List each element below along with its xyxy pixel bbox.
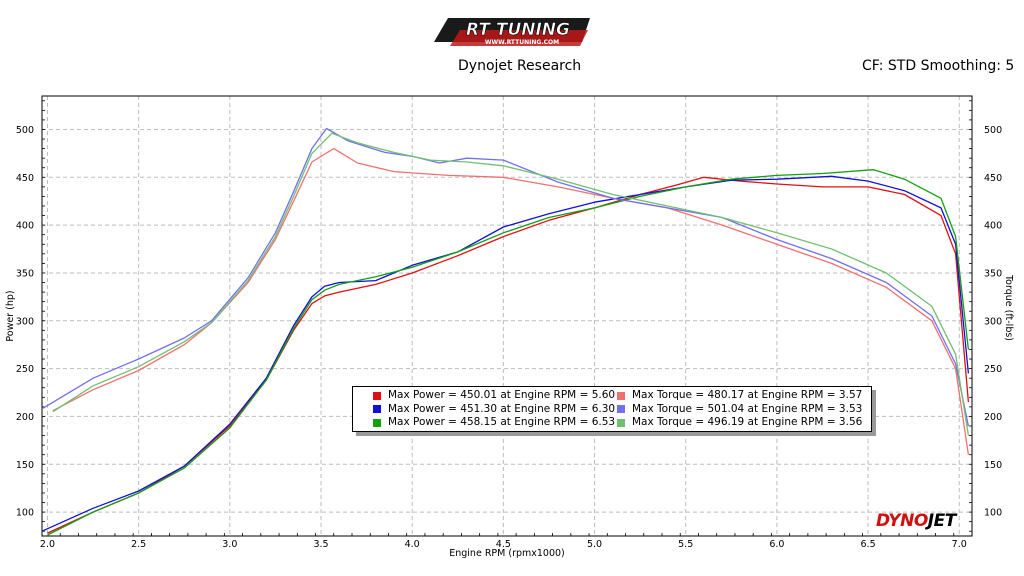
legend-swatch bbox=[617, 391, 625, 400]
torque-series-line bbox=[52, 132, 970, 436]
dynojet-watermark: DYNOJET bbox=[876, 511, 956, 531]
logo-subtext: WWW.RTTUNING.COM bbox=[485, 39, 559, 46]
rt-tuning-logo: RT TUNING WWW.RTTUNING.COM bbox=[434, 18, 590, 46]
grid bbox=[42, 96, 972, 536]
y-tick-label: 350 bbox=[16, 268, 34, 279]
legend-swatch bbox=[373, 405, 381, 414]
x-tick-label: 2.5 bbox=[131, 539, 146, 550]
y-tick-label: 100 bbox=[16, 508, 34, 519]
x-tick-label: 4.0 bbox=[405, 539, 420, 550]
legend-swatch bbox=[373, 391, 381, 400]
legend-item: Max Torque = 496.19 at Engine RPM = 3.56 bbox=[617, 416, 862, 430]
x-axis-label: Engine RPM (rpmx1000) bbox=[449, 548, 565, 559]
legend-item: Max Torque = 501.04 at Engine RPM = 3.53 bbox=[617, 403, 862, 417]
legend-text: Max Torque = 480.17 at Engine RPM = 3.57 bbox=[632, 389, 863, 401]
y-axis-label: Power (hp) bbox=[5, 290, 16, 341]
legend-swatch bbox=[373, 418, 381, 427]
x-tick-label: 5.5 bbox=[678, 539, 693, 550]
y2-tick-label: 350 bbox=[984, 268, 1002, 279]
axis-ticks: 2.0 2.5 3.0 3.5 4.0 4.5 5.0 5.5 6.0 6.5 7.0 100 100 1… bbox=[16, 100, 1002, 550]
y2-tick-label: 100 bbox=[984, 508, 1002, 519]
power-series-line bbox=[47, 176, 970, 534]
x-tick-label: 6.0 bbox=[769, 539, 784, 550]
legend-torque-column: Max Torque = 480.17 at Engine RPM = 3.57… bbox=[617, 389, 862, 430]
y2-tick-label: 400 bbox=[984, 221, 1002, 232]
y-tick-label: 500 bbox=[16, 125, 34, 136]
chart-title: Dynojet Research bbox=[458, 58, 582, 74]
logo-text: RT TUNING bbox=[466, 20, 570, 40]
dynojet-brand-a: DYNO bbox=[876, 511, 928, 531]
y2-tick-label: 300 bbox=[984, 316, 1002, 327]
x-tick-label: 6.5 bbox=[861, 539, 876, 550]
legend-item: Max Power = 451.30 at Engine RPM = 6.30 bbox=[373, 403, 615, 417]
legend-item: Max Power = 458.15 at Engine RPM = 6.53 bbox=[373, 416, 615, 430]
legend-swatch bbox=[617, 418, 625, 427]
y-tick-label: 150 bbox=[16, 460, 34, 471]
legend-power-column: Max Power = 450.01 at Engine RPM = 5.60 … bbox=[373, 389, 615, 430]
logo-accent bbox=[450, 30, 588, 46]
power-series-line bbox=[47, 169, 970, 536]
y2-tick-label: 150 bbox=[984, 460, 1002, 471]
y2-tick-label: 500 bbox=[984, 125, 1002, 136]
x-tick-label: 5.0 bbox=[587, 539, 602, 550]
y2-axis-label: Torque (ft-lbs) bbox=[1003, 274, 1014, 341]
y-tick-label: 450 bbox=[16, 173, 34, 184]
dynojet-brand-b: JET bbox=[927, 511, 957, 531]
x-tick-label: 4.5 bbox=[496, 539, 511, 550]
y2-tick-label: 250 bbox=[984, 364, 1002, 375]
legend-item: Max Torque = 480.17 at Engine RPM = 3.57 bbox=[617, 389, 862, 403]
legend-text: Max Torque = 501.04 at Engine RPM = 3.53 bbox=[632, 402, 863, 415]
legend-swatch bbox=[617, 405, 625, 414]
x-tick-label: 3.5 bbox=[313, 539, 328, 550]
legend-text: Max Power = 450.01 at Engine RPM = 5.60 bbox=[388, 389, 616, 401]
legend: Max Power = 450.01 at Engine RPM = 5.60 … bbox=[352, 386, 872, 432]
legend-text: Max Power = 458.15 at Engine RPM = 6.53 bbox=[388, 416, 616, 428]
y-tick-label: 400 bbox=[16, 221, 34, 232]
y-tick-label: 300 bbox=[16, 316, 34, 327]
x-tick-label: 2.0 bbox=[40, 539, 55, 550]
series-group bbox=[41, 127, 970, 536]
legend-text: Max Power = 451.30 at Engine RPM = 6.30 bbox=[388, 402, 616, 415]
legend-item: Max Power = 450.01 at Engine RPM = 5.60 bbox=[373, 389, 615, 403]
y2-tick-label: 450 bbox=[984, 173, 1002, 184]
power-series-line bbox=[41, 175, 970, 532]
correction-info: CF: STD Smoothing: 5 bbox=[862, 58, 1015, 74]
y2-tick-label: 200 bbox=[984, 412, 1002, 423]
plot-frame bbox=[41, 95, 973, 537]
x-tick-label: 3.0 bbox=[222, 539, 237, 550]
y-tick-label: 200 bbox=[16, 412, 34, 423]
y-tick-label: 250 bbox=[16, 364, 34, 375]
x-tick-label: 7.0 bbox=[952, 539, 967, 550]
legend-text: Max Torque = 496.19 at Engine RPM = 3.56 bbox=[632, 416, 863, 428]
